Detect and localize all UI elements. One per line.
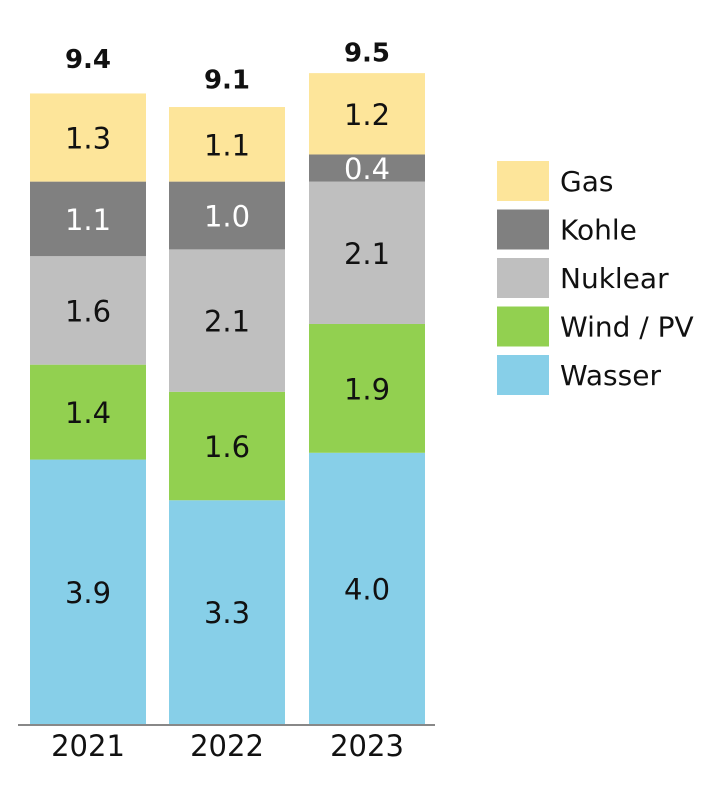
value-label: 1.1 xyxy=(65,203,111,237)
bar-segment xyxy=(30,93,146,182)
legend-swatch xyxy=(497,258,549,298)
legend-label: Wasser xyxy=(560,359,661,392)
value-label: 1.4 xyxy=(65,396,111,430)
legend-swatch xyxy=(497,209,549,250)
x-tick-label: 2023 xyxy=(330,729,404,763)
bar-segment xyxy=(169,500,285,724)
bar-segment xyxy=(169,249,285,392)
bar-segment xyxy=(309,181,425,324)
bar-segment xyxy=(169,391,285,501)
bar-segment xyxy=(30,364,146,460)
bar-segment xyxy=(30,459,146,724)
legend-label: Wind / PV xyxy=(560,311,694,344)
bar-segment xyxy=(169,107,285,182)
value-label: 1.6 xyxy=(65,294,111,328)
bar-segment xyxy=(309,323,425,453)
value-label: 3.3 xyxy=(204,596,250,630)
value-label: 1.6 xyxy=(204,430,250,464)
value-label: 3.9 xyxy=(65,576,111,610)
value-label: 2.1 xyxy=(344,237,390,271)
legend-swatch xyxy=(497,306,549,347)
legend-swatch xyxy=(497,161,549,201)
value-label: 2.1 xyxy=(204,305,250,339)
total-label: 9.5 xyxy=(344,38,390,68)
bar-segment xyxy=(309,154,425,182)
value-label: 1.2 xyxy=(344,98,390,132)
bar-segment xyxy=(309,73,425,155)
legend-label: Nuklear xyxy=(560,262,669,295)
value-label: 0.4 xyxy=(344,152,390,186)
value-label: 1.0 xyxy=(204,200,250,234)
value-label: 1.1 xyxy=(204,128,250,162)
x-tick-label: 2021 xyxy=(51,729,125,763)
value-label: 4.0 xyxy=(344,572,390,606)
x-tick-label: 2022 xyxy=(190,729,264,763)
value-label: 1.9 xyxy=(344,372,390,406)
legend-label: Kohle xyxy=(560,214,637,247)
bar-segment xyxy=(309,452,425,724)
legend-label: Gas xyxy=(560,165,613,198)
total-label: 9.4 xyxy=(65,45,111,75)
bar-segment xyxy=(30,181,146,257)
value-label: 1.3 xyxy=(65,122,111,156)
bar-segment xyxy=(30,256,146,365)
total-label: 9.1 xyxy=(204,66,250,96)
bar-segment xyxy=(169,181,285,250)
legend-swatch xyxy=(497,355,549,395)
